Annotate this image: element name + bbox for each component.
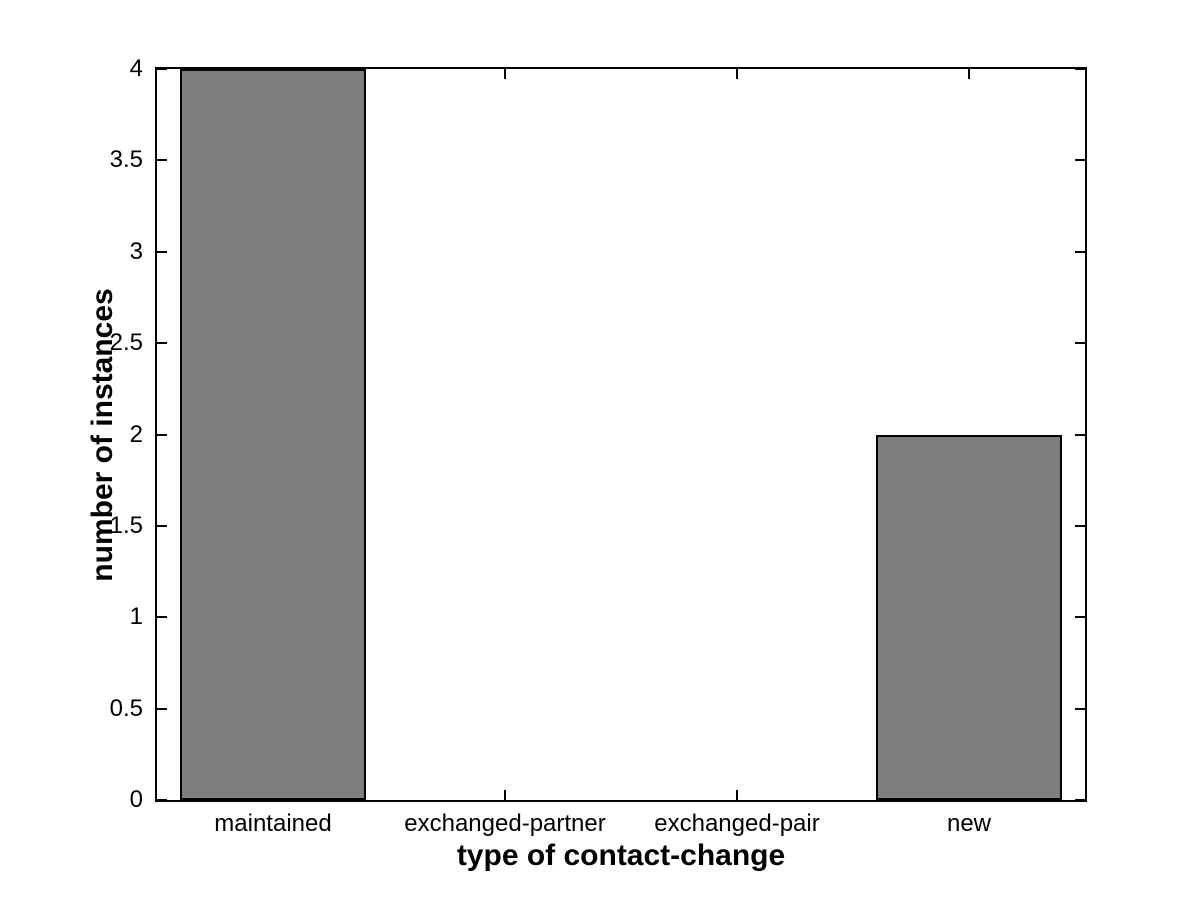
y-tick-right xyxy=(1075,342,1085,345)
x-tick-top xyxy=(968,69,970,79)
y-tick xyxy=(157,799,167,801)
y-tick xyxy=(157,707,167,710)
y-tick-label: 0 xyxy=(129,786,143,813)
y-tick-label: 2 xyxy=(129,420,143,448)
x-tick-label: new xyxy=(946,810,992,837)
x-tick xyxy=(504,790,506,800)
y-tick-label: 1.5 xyxy=(109,511,143,539)
y-tick-right xyxy=(1075,68,1085,70)
y-tick xyxy=(157,68,167,70)
y-tick xyxy=(157,159,167,162)
y-tick-label: 4 xyxy=(129,55,143,82)
x-tick-label: exchanged-partner xyxy=(404,810,606,837)
x-tick-top xyxy=(736,69,738,79)
y-tick-right xyxy=(1075,524,1085,527)
y-tick xyxy=(157,433,167,436)
y-tick-label: 3 xyxy=(129,237,143,265)
x-tick-top xyxy=(504,69,506,79)
y-tick-right xyxy=(1075,250,1085,253)
bar-maintained xyxy=(180,69,366,800)
y-tick-right xyxy=(1075,159,1085,162)
y-tick xyxy=(157,250,167,253)
x-axis-label: type of contact-change xyxy=(456,839,786,872)
bar-new xyxy=(876,434,1062,800)
plot-area xyxy=(155,67,1087,802)
y-tick xyxy=(157,616,167,619)
y-tick-label: 2.5 xyxy=(109,329,143,357)
y-tick xyxy=(157,524,167,527)
y-tick-right xyxy=(1075,616,1085,619)
y-tick-label: 1 xyxy=(129,603,143,631)
y-tick-right xyxy=(1075,433,1085,436)
x-tick-label: maintained xyxy=(214,810,332,837)
y-tick-label: 3.5 xyxy=(109,146,143,174)
y-tick-right xyxy=(1075,799,1085,801)
y-tick xyxy=(157,342,167,345)
y-tick-right xyxy=(1075,707,1085,710)
x-tick-label: exchanged-pair xyxy=(654,810,820,837)
x-tick xyxy=(736,790,738,800)
y-tick-label: 0.5 xyxy=(109,694,143,722)
